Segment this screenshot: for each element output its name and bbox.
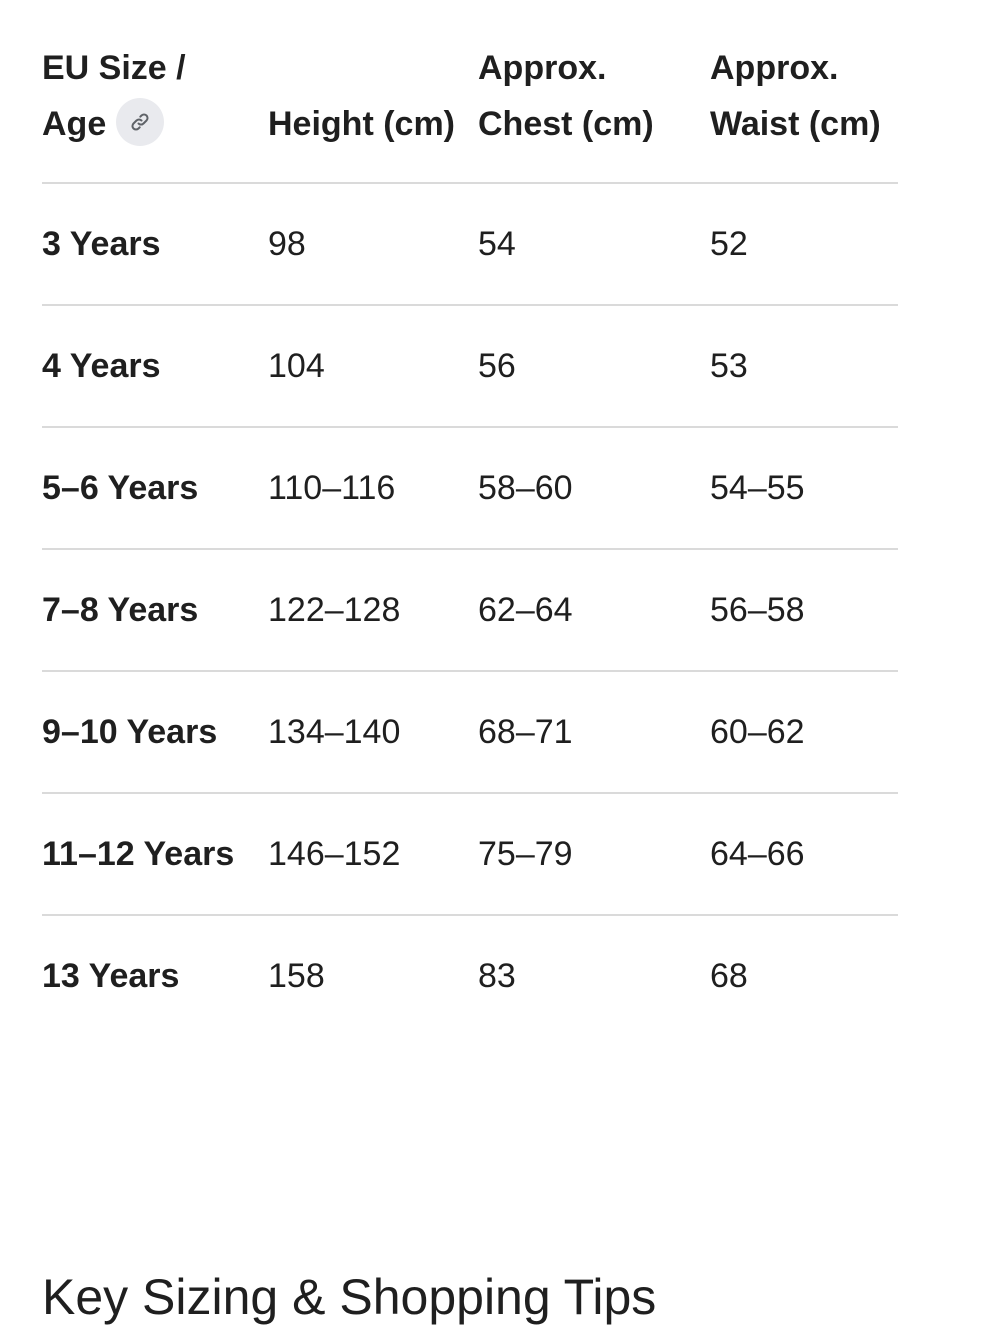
table-header-row: EU Size / Age Height (cm) Approx. Chest … <box>42 40 898 184</box>
size-age-cell: 4 Years <box>42 305 268 428</box>
table-row: 13 Years 158 83 68 <box>42 915 898 1036</box>
chest-cell: 54 <box>478 183 710 306</box>
copy-link-button[interactable] <box>116 98 165 147</box>
height-cell: 134–140 <box>268 671 478 794</box>
table-row: 5–6 Years 110–116 58–60 54–55 <box>42 427 898 550</box>
height-cell: 158 <box>268 957 325 995</box>
height-cell: 110–116 <box>268 427 478 550</box>
link-icon <box>131 113 149 131</box>
table-row: 3 Years 98 54 52 <box>42 183 898 306</box>
height-cell: 98 <box>268 183 478 306</box>
size-age-cell: 5–6 Years <box>42 427 268 550</box>
header-height: Height (cm) <box>268 40 478 184</box>
height-cell: 122–128 <box>268 549 478 672</box>
chest-cell: 58–60 <box>478 427 710 550</box>
waist-cell: 54–55 <box>710 427 898 550</box>
chest-cell: 68–71 <box>478 671 710 794</box>
chest-cell: 75–79 <box>478 793 710 916</box>
table-row: 7–8 Years 122–128 62–64 56–58 <box>42 549 898 672</box>
table-row: 4 Years 104 56 53 <box>42 305 898 428</box>
header-size-age: EU Size / Age <box>42 40 268 184</box>
waist-cell: 64–66 <box>710 793 898 916</box>
chest-cell: 62–64 <box>478 549 710 672</box>
size-age-cell: 3 Years <box>42 183 268 306</box>
size-age-cell: 11–12 Years <box>42 793 268 916</box>
size-age-cell: 13 Years <box>42 957 180 995</box>
size-age-cell: 7–8 Years <box>42 549 268 672</box>
size-chart-table: EU Size / Age Height (cm) Approx. Chest … <box>42 40 898 1036</box>
table-row: 11–12 Years 146–152 75–79 64–66 <box>42 793 898 916</box>
header-chest: Approx. Chest (cm) <box>478 40 710 184</box>
header-size-age-line1: EU Size / <box>42 49 186 87</box>
waist-cell: 56–58 <box>710 549 898 672</box>
height-cell: 146–152 <box>268 793 478 916</box>
waist-cell: 60–62 <box>710 671 898 794</box>
header-size-age-line2: Age <box>42 105 107 143</box>
size-age-cell: 9–10 Years <box>42 671 268 794</box>
header-waist: Approx. Waist (cm) <box>710 40 898 184</box>
section-heading: Key Sizing & Shopping Tips <box>42 1269 657 1325</box>
waist-cell: 68 <box>710 957 748 995</box>
chest-cell: 83 <box>478 957 516 995</box>
waist-cell: 52 <box>710 183 898 306</box>
chest-cell: 56 <box>478 305 710 428</box>
waist-cell: 53 <box>710 305 898 428</box>
table-row: 9–10 Years 134–140 68–71 60–62 <box>42 671 898 794</box>
height-cell: 104 <box>268 305 478 428</box>
